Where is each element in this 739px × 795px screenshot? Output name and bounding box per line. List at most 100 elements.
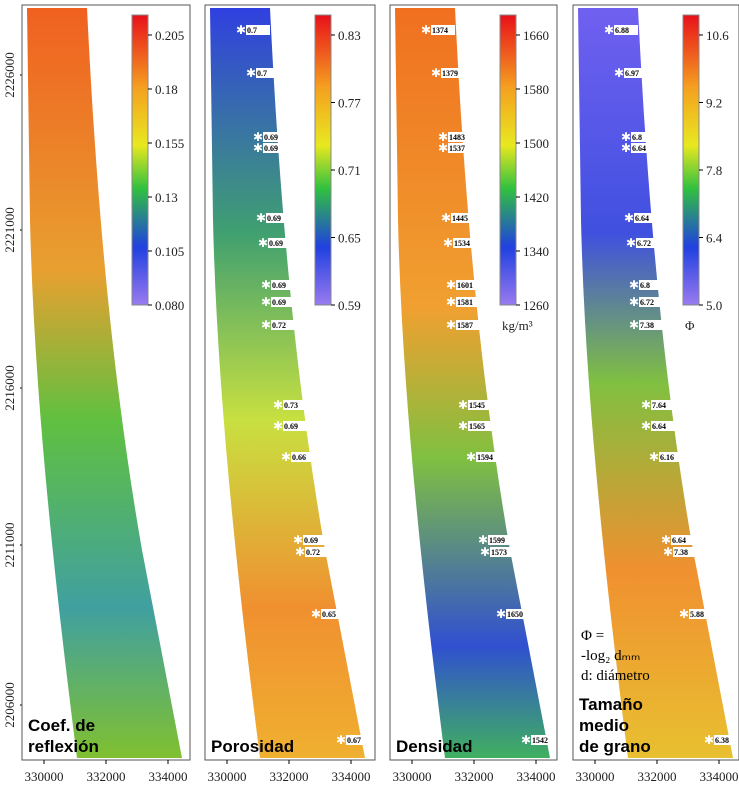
sample-star: ✱: [521, 733, 531, 747]
sample-value: 1587: [457, 321, 473, 330]
sample-star: ✱: [621, 141, 631, 155]
panel: 166015801500142013401260kg/m³✱1374✱1379✱…: [390, 5, 557, 784]
colorbar-label: 0.205: [155, 28, 184, 43]
formula: -log₂ dₘₘ: [581, 648, 640, 664]
colorbar-label: 0.71: [338, 163, 361, 178]
panel-label: reflexión: [28, 737, 99, 756]
colorbar-label: 1420: [523, 190, 549, 205]
x-tick-label: 332000: [270, 769, 309, 784]
sample-star: ✱: [641, 398, 651, 412]
sample-value: 0.69: [272, 298, 286, 307]
sample-star: ✱: [261, 318, 271, 332]
colorbar-unit: kg/m³: [502, 318, 533, 333]
sample-star: ✱: [663, 545, 673, 559]
x-tick-label: 330000: [393, 769, 432, 784]
colorbar-label: 0.105: [155, 244, 184, 259]
sample-value: 1594: [477, 453, 493, 462]
x-tick-label: 330000: [208, 769, 247, 784]
sample-value: 0.73: [284, 401, 298, 410]
sample-value: 0.7: [257, 69, 267, 78]
colorbar-label: 1340: [523, 244, 549, 259]
sample-star: ✱: [295, 545, 305, 559]
x-tick-label: 334000: [517, 769, 556, 784]
sample-value: 1537: [449, 144, 465, 153]
sample-value: 0.7: [247, 26, 257, 35]
y-tick-label: 2211000: [2, 522, 17, 567]
x-tick-label: 334000: [700, 769, 739, 784]
panel-label: Coef. de: [28, 716, 95, 735]
colorbar-unit: Φ: [685, 318, 695, 333]
sample-value: 1650: [507, 610, 523, 619]
sample-value: 6.64: [635, 214, 649, 223]
sample-star: ✱: [614, 66, 624, 80]
sample-value: 6.64: [632, 144, 646, 153]
panel: 10.69.27.86.45.0Φ✱6.88✱6.97✱6.8✱6.64✱6.6…: [573, 5, 739, 784]
sample-value: 7.38: [674, 548, 688, 557]
sample-star: ✱: [281, 450, 291, 464]
sample-value: 1581: [457, 298, 473, 307]
formula: Φ =: [581, 628, 604, 644]
y-tick-label: 2206000: [2, 682, 17, 728]
sample-value: 1542: [532, 736, 548, 745]
colorbar-label: 0.83: [338, 28, 361, 43]
colorbar-label: 0.080: [155, 298, 184, 313]
sample-value: 0.67: [347, 736, 361, 745]
sample-value: 0.69: [269, 239, 283, 248]
sample-value: 1573: [491, 548, 507, 557]
sample-value: 1534: [454, 239, 470, 248]
sample-star: ✱: [626, 236, 636, 250]
x-tick-label: 332000: [638, 769, 677, 784]
sample-value: 0.69: [284, 422, 298, 431]
sample-star: ✱: [246, 66, 256, 80]
sample-star: ✱: [431, 66, 441, 80]
sample-value: 0.69: [272, 281, 286, 290]
sample-star: ✱: [443, 236, 453, 250]
sample-star: ✱: [629, 318, 639, 332]
x-tick-label: 334000: [149, 769, 188, 784]
sample-star: ✱: [446, 278, 456, 292]
sample-star: ✱: [336, 733, 346, 747]
sample-value: 6.72: [640, 298, 654, 307]
sample-star: ✱: [446, 295, 456, 309]
colorbar-label: 1500: [523, 136, 549, 151]
panel-label: Tamaño: [579, 695, 643, 714]
sample-star: ✱: [273, 398, 283, 412]
sample-value: 1599: [489, 536, 505, 545]
panel: 0.830.770.710.650.59✱0.7✱0.7✱0.69✱0.69✱0…: [205, 5, 375, 784]
sample-value: 1445: [452, 214, 468, 223]
colorbar-label: 1660: [523, 28, 549, 43]
sample-star: ✱: [629, 278, 639, 292]
colorbar-label: 9.2: [706, 96, 722, 111]
sample-value: 0.69: [304, 536, 318, 545]
colorbar-label: 1260: [523, 298, 549, 313]
panel-label: Densidad: [396, 737, 473, 756]
panel-label: medio: [579, 716, 629, 735]
sample-star: ✱: [649, 450, 659, 464]
colorbar: [683, 15, 699, 305]
x-tick-label: 332000: [455, 769, 494, 784]
sample-star: ✱: [441, 211, 451, 225]
colorbar: [132, 15, 148, 305]
colorbar-label: 0.65: [338, 231, 361, 246]
sample-star: ✱: [256, 211, 266, 225]
colorbar: [315, 15, 331, 305]
sample-star: ✱: [629, 295, 639, 309]
sample-star: ✱: [641, 419, 651, 433]
x-tick-label: 330000: [576, 769, 615, 784]
sample-star: ✱: [466, 450, 476, 464]
colorbar-label: 1580: [523, 82, 549, 97]
panel-label: Porosidad: [211, 737, 294, 756]
sample-value: 7.38: [640, 321, 654, 330]
sample-star: ✱: [480, 545, 490, 559]
sample-value: 6.72: [637, 239, 651, 248]
y-tick-label: 2216000: [2, 365, 17, 411]
colorbar-label: 0.77: [338, 96, 361, 111]
sample-star: ✱: [421, 23, 431, 37]
sample-value: 0.72: [306, 548, 320, 557]
colorbar-label: 0.13: [155, 190, 178, 205]
sample-star: ✱: [679, 607, 689, 621]
sample-star: ✱: [446, 318, 456, 332]
sample-star: ✱: [311, 607, 321, 621]
sample-star: ✱: [273, 419, 283, 433]
